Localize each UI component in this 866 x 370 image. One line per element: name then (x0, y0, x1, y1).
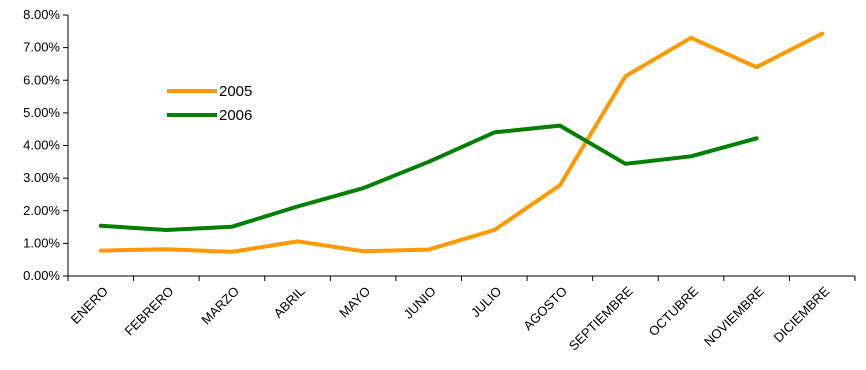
y-tick-label: 0.00% (23, 268, 60, 283)
series-line-2005 (98, 31, 825, 254)
y-tick-label: 8.00% (23, 7, 60, 22)
y-tick-label: 6.00% (23, 72, 60, 87)
y-tick-label: 3.00% (23, 170, 60, 185)
x-tick-label: ABRIL (270, 284, 307, 321)
chart-legend: 2005 2006 (167, 83, 252, 124)
x-axis-ticks: ENERO FEBRERO MARZO ABRIL MAYO JUNIO JULIO AGOS… (67, 276, 856, 353)
x-tick-label: JULIO (468, 284, 505, 321)
x-tick-label: JUNIO (401, 284, 439, 322)
y-tick-label: 1.00% (23, 235, 60, 250)
x-tick-label: ENERO (68, 284, 111, 327)
x-tick-label: MAYO (336, 284, 373, 321)
x-tick-label: NOVIEMBRE (701, 283, 767, 349)
x-tick-label: SEPTIEMBRE (566, 283, 636, 353)
x-tick-label: DICIEMBRE (771, 283, 833, 345)
y-axis-ticks: 0.00% 1.00% 2.00% 3.00% 4.00% 5.00% 6.00% 7.00%… (23, 7, 68, 283)
y-tick-label: 2.00% (23, 203, 60, 218)
series-lines (98, 31, 825, 254)
y-tick-label: 5.00% (23, 105, 60, 120)
y-tick-label: 4.00% (23, 138, 60, 153)
legend-label: 2005 (219, 83, 252, 100)
x-tick-label: AGOSTO (520, 284, 570, 334)
legend-label: 2006 (219, 107, 252, 124)
x-tick-label: MARZO (198, 284, 242, 328)
x-tick-label: FEBRERO (121, 284, 176, 339)
series-line-2006 (98, 123, 759, 232)
x-tick-label: OCTUBRE (646, 283, 702, 339)
y-tick-label: 7.00% (23, 40, 60, 55)
